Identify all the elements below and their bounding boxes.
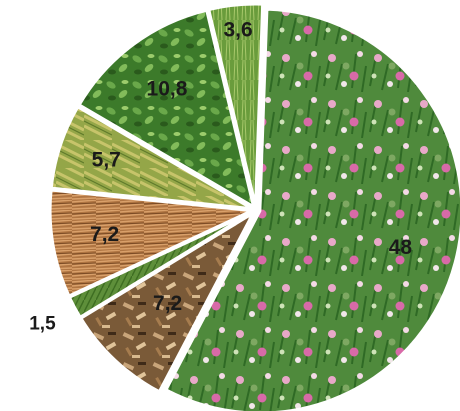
slice-label-1: 48 <box>389 236 413 259</box>
pie-slice-7 <box>206 2 265 207</box>
pie-slice-5 <box>49 104 253 211</box>
slice-label-2: 7,2 <box>153 292 182 315</box>
pie-slice-4 <box>48 188 258 299</box>
pie-slice-6 <box>77 8 256 210</box>
pie-slice-1 <box>163 7 460 411</box>
pie-slice-2 <box>78 208 258 394</box>
slice-label-3: 1,5 <box>29 314 56 335</box>
slice-label-5: 5,7 <box>92 149 121 172</box>
slice-label-4: 7,2 <box>90 223 119 246</box>
slice-label-7: 3,6 <box>224 19 253 42</box>
slice-label-6: 10,8 <box>147 78 188 101</box>
